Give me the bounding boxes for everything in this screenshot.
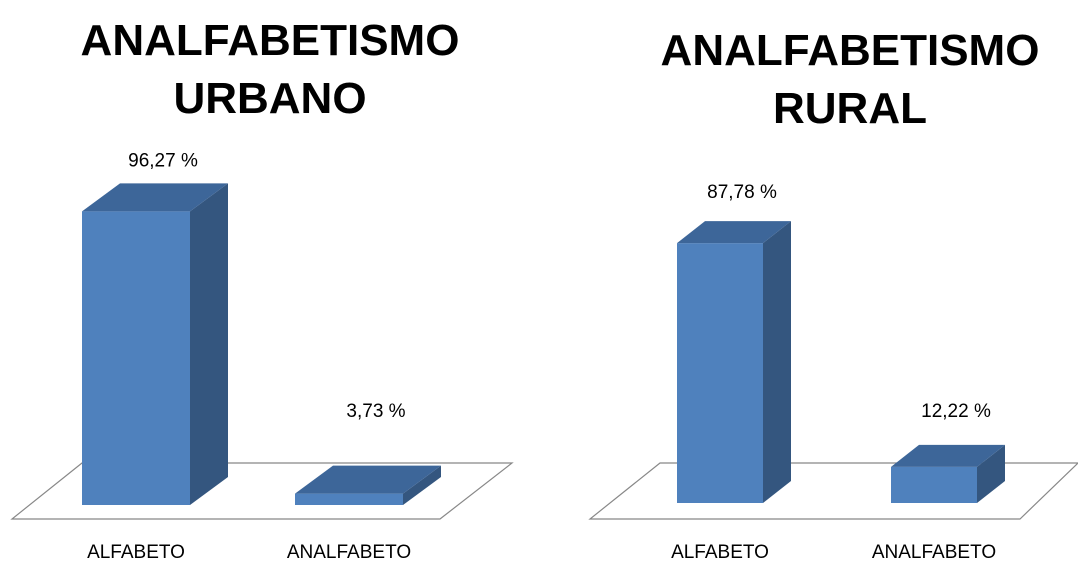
bar xyxy=(891,444,1005,503)
bar-face xyxy=(891,444,1005,467)
bar-face xyxy=(977,444,1005,503)
chart-title: ANALFABETISMO RURAL xyxy=(660,26,1040,133)
bar xyxy=(295,465,441,505)
bar-face xyxy=(677,243,763,503)
value-label: 12,22 % xyxy=(921,401,991,422)
bar-face xyxy=(403,465,441,505)
bar-face xyxy=(295,493,403,505)
value-label: 87,78 % xyxy=(707,182,777,203)
x-tick-label: ANALFABETO xyxy=(872,542,996,563)
bar-face xyxy=(891,466,977,503)
x-tick-label: ANALFABETO xyxy=(287,542,411,563)
bar-face xyxy=(763,221,791,503)
bar xyxy=(82,183,228,505)
x-tick-label: ALFABETO xyxy=(671,542,769,563)
chart-title: ANALFABETISMO URBANO xyxy=(80,16,460,123)
bar-face xyxy=(295,465,441,494)
x-tick-label: ALFABETO xyxy=(87,542,185,563)
bar-face xyxy=(677,221,791,244)
bar-face xyxy=(82,211,190,505)
bar xyxy=(677,221,791,503)
bar-face xyxy=(190,183,228,505)
value-label: 96,27 % xyxy=(128,150,198,171)
value-label: 3,73 % xyxy=(346,401,405,422)
floor xyxy=(588,462,1078,520)
bar-face xyxy=(82,183,228,212)
floor xyxy=(10,462,514,520)
